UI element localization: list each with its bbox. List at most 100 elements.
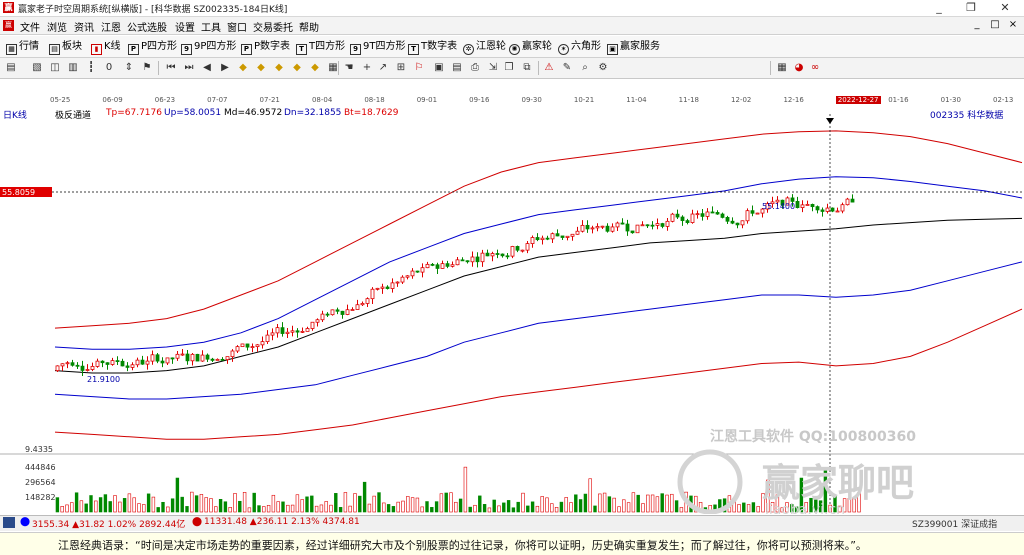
square-t-icon: T: [296, 44, 307, 55]
menu-file[interactable]: 文件: [20, 23, 40, 34]
infinity-icon[interactable]: ∞: [810, 62, 820, 73]
line-tool-icon[interactable]: ↗: [378, 62, 388, 73]
export-icon[interactable]: ⇲: [488, 62, 498, 73]
candle-tool-icon[interactable]: ┇: [87, 62, 95, 73]
app-menu-icon[interactable]: 赢: [3, 20, 14, 31]
layout-icon[interactable]: ▤: [6, 62, 16, 73]
save-icon[interactable]: ▤: [452, 62, 462, 73]
volume-bar: [636, 494, 640, 513]
volume-bar: [626, 502, 631, 513]
grid-tool-icon[interactable]: ▦: [328, 62, 338, 73]
blocks-icon: ▤: [49, 44, 60, 55]
bar-chart-icon[interactable]: ▥: [68, 62, 78, 73]
volume-bar: [761, 493, 765, 513]
status-right: SZ399001 深证成指: [912, 520, 998, 530]
menu-window[interactable]: 窗口: [227, 23, 247, 34]
volume-bar: [641, 503, 645, 513]
toolbar-quotes[interactable]: ▦ 行情: [6, 40, 39, 55]
menu-info[interactable]: 资讯: [74, 23, 94, 34]
close-button[interactable]: ✕: [992, 0, 1018, 15]
candle-body: [650, 224, 655, 227]
volume-bar: [809, 497, 813, 513]
toolbar-service[interactable]: ▣ 赢家服务: [607, 40, 660, 55]
menu-formula[interactable]: 公式选股: [127, 23, 167, 34]
hand-icon[interactable]: ☚: [344, 62, 354, 73]
volume-bar: [751, 502, 756, 513]
menu-trade[interactable]: 交易委托: [253, 23, 293, 34]
indicator-icon[interactable]: ◫: [50, 62, 60, 73]
settings-tool-icon[interactable]: ⚙: [598, 62, 608, 73]
candle-body: [455, 259, 460, 266]
volume-bar: [622, 499, 626, 513]
toolbar-9t-square[interactable]: 9 9T四方形: [350, 40, 405, 55]
chart-area[interactable]: 55.8059 55.1400 21.9100 9.4335 444846 296564 1…: [0, 96, 1024, 518]
alert-icon[interactable]: ⚠: [544, 62, 554, 73]
toolbar-t-table[interactable]: T T数字表: [408, 40, 457, 55]
prev-icon[interactable]: ◀: [203, 62, 211, 73]
toolbar-hexagon[interactable]: ✶ 六角形: [558, 40, 601, 55]
child-restore-button[interactable]: □: [990, 19, 1000, 30]
volume-bar: [502, 502, 506, 513]
mark-icon[interactable]: ⚐: [414, 62, 424, 73]
menu-tools[interactable]: 工具: [201, 23, 221, 34]
candle-body: [80, 365, 85, 371]
next-icon[interactable]: ⏭: [184, 62, 194, 73]
kline-chart[interactable]: 55.8059 55.1400 21.9100 9.4335 444846 296564 1…: [0, 96, 1024, 518]
toolbar-p-table[interactable]: P P数字表: [241, 40, 290, 55]
child-close-button[interactable]: ×: [1008, 19, 1018, 30]
first-icon[interactable]: ⏮: [166, 62, 176, 73]
volume-bar: [602, 492, 607, 513]
crosshair-icon[interactable]: +: [362, 62, 372, 73]
diamond-2-icon[interactable]: ◆: [257, 62, 265, 73]
zero-icon[interactable]: 0: [105, 62, 113, 73]
menu-help[interactable]: 帮助: [299, 23, 319, 34]
calendar-icon[interactable]: ▣: [434, 62, 444, 73]
menu-gann[interactable]: 江恩: [101, 23, 121, 34]
volume-bar: [545, 497, 549, 513]
candle-icon: ▮: [91, 44, 102, 55]
volume-bar: [593, 505, 597, 513]
candle-body: [270, 332, 275, 336]
maximize-button[interactable]: ❐: [966, 1, 976, 14]
candle-body: [150, 354, 155, 362]
candle-body: [370, 288, 375, 300]
toolbar-sectors[interactable]: ▤ 板块: [49, 40, 82, 55]
menu-settings[interactable]: 设置: [175, 23, 195, 34]
diamond-1-icon[interactable]: ◆: [239, 62, 247, 73]
candle-body: [85, 369, 90, 371]
menu-bar: 赢 文件 浏览 资讯 江恩 公式选股 设置 工具 窗口 交易委托 帮助 _ □ …: [0, 17, 1024, 35]
child-minimize-button[interactable]: _: [974, 19, 980, 30]
table-icon[interactable]: ▦: [777, 62, 787, 73]
toolbar-t-square[interactable]: T T四方形: [296, 40, 345, 55]
window-icon[interactable]: ❐: [504, 62, 514, 73]
volume-bar: [650, 494, 655, 513]
flag-icon[interactable]: ⚑: [142, 62, 152, 73]
diamond-4-icon[interactable]: ◆: [293, 62, 301, 73]
toolbar-winner-wheel[interactable]: ✺ 赢家轮: [509, 40, 552, 55]
toolbar-gann-wheel[interactable]: ✲ 江恩轮: [463, 40, 506, 55]
volume-bar: [358, 495, 362, 513]
tile-icon[interactable]: ⧉: [523, 62, 531, 73]
candle-body: [640, 224, 645, 227]
candle-body: [600, 225, 605, 228]
print-icon[interactable]: ⎙: [471, 62, 479, 73]
fib-icon[interactable]: ⊞: [396, 62, 406, 73]
period-label: 日K线: [3, 111, 27, 121]
minimize-button[interactable]: _: [936, 1, 942, 14]
candle-body: [440, 263, 445, 269]
volume-bar: [84, 503, 88, 513]
toolbar-kline[interactable]: ▮ K线: [91, 40, 121, 55]
chart-type-icon[interactable]: ▧: [32, 62, 42, 73]
volume-bar: [674, 500, 679, 513]
range-icon[interactable]: ⇕: [124, 62, 134, 73]
candle-body: [75, 364, 80, 367]
diamond-3-icon[interactable]: ◆: [275, 62, 283, 73]
toolbar-p-square[interactable]: P P四方形: [128, 40, 177, 55]
toolbar-9p-square[interactable]: 9 9P四方形: [181, 40, 236, 55]
forward-icon[interactable]: ▶: [221, 62, 229, 73]
search-tool-icon[interactable]: ⌕: [582, 62, 588, 73]
note-icon[interactable]: ✎: [562, 62, 572, 73]
diamond-5-icon[interactable]: ◆: [311, 62, 319, 73]
menu-browse[interactable]: 浏览: [47, 23, 67, 34]
pie-icon[interactable]: ◕: [794, 62, 804, 73]
